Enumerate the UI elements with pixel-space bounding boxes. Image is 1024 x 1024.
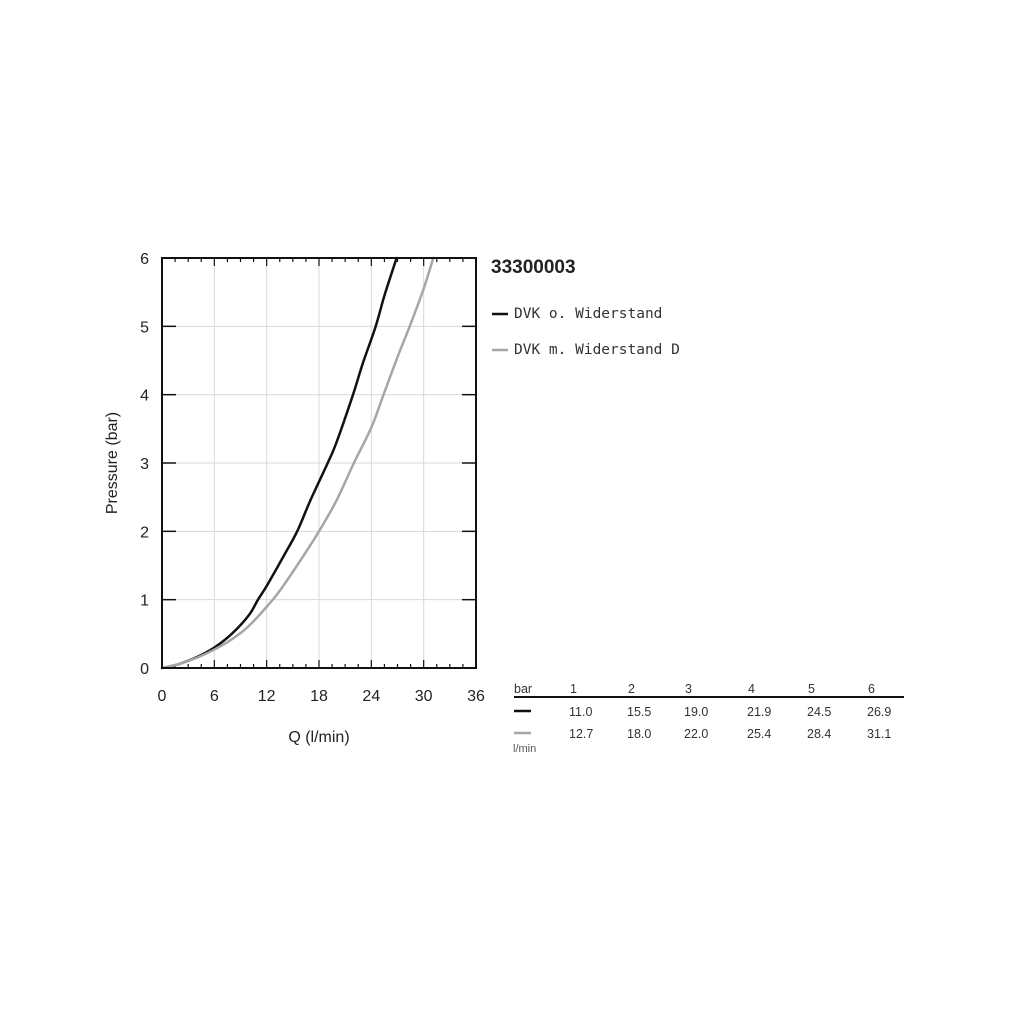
table-unit-label: l/min — [513, 743, 536, 755]
x-tick-label: 36 — [467, 688, 485, 705]
legend-label-gray: DVK m. Widerstand D — [514, 342, 680, 358]
y-tick-label: 3 — [140, 456, 149, 473]
y-axis-label: Pressure (bar) — [104, 412, 121, 514]
legend: DVK o. Widerstand DVK m. Widerstand D — [492, 306, 680, 358]
table-header-cell: 6 — [868, 682, 875, 696]
table-cell: 15.5 — [627, 705, 651, 719]
table-cell: 19.0 — [684, 705, 708, 719]
x-tick-label: 0 — [158, 688, 167, 705]
x-tick-label: 12 — [258, 688, 276, 705]
product-code: 33300003 — [491, 257, 576, 278]
legend-item-black: DVK o. Widerstand — [492, 306, 662, 322]
table-body: 11.0 15.5 19.0 21.9 24.5 26.9 12.7 18.0 22.0 25.4… — [569, 705, 891, 741]
table-cell: 25.4 — [747, 727, 771, 741]
table-header-cell: 4 — [748, 682, 755, 696]
table-header-cell: 2 — [628, 682, 635, 696]
table-cell: 18.0 — [627, 727, 651, 741]
table-cell: 24.5 — [807, 705, 831, 719]
table-header-bar: bar — [514, 682, 532, 696]
table-cell: 12.7 — [569, 727, 593, 741]
y-tick-labels: 0 1 2 3 4 5 6 — [140, 251, 149, 678]
x-tick-label: 24 — [362, 688, 380, 705]
legend-item-gray: DVK m. Widerstand D — [492, 342, 680, 358]
x-tick-label: 6 — [210, 688, 219, 705]
table-cell: 11.0 — [569, 705, 592, 719]
grid — [162, 258, 476, 668]
table-cell: 21.9 — [747, 705, 771, 719]
x-tick-label: 18 — [310, 688, 328, 705]
series-lines — [160, 256, 435, 670]
table-cell: 26.9 — [867, 705, 891, 719]
y-tick-label: 1 — [140, 593, 149, 610]
y-tick-label: 2 — [140, 524, 149, 541]
x-axis-label: Q (l/min) — [288, 729, 349, 746]
x-tick-labels: 0 6 12 18 24 30 36 — [158, 688, 485, 705]
y-tick-label: 0 — [140, 661, 149, 678]
table-cell: 31.1 — [867, 727, 891, 741]
table-header-cell: 1 — [570, 682, 577, 696]
values-table: bar 1 2 3 4 5 6 l/min 11.0 15.5 19.0 21.9 24.5 26.… — [513, 682, 904, 755]
y-tick-label: 6 — [140, 251, 149, 268]
table-header-cell: 3 — [685, 682, 692, 696]
table-header-row: 1 2 3 4 5 6 — [570, 682, 875, 696]
series-line-black — [160, 256, 398, 670]
series-line-gray — [160, 256, 435, 670]
y-tick-label: 4 — [140, 388, 149, 405]
legend-label-black: DVK o. Widerstand — [514, 306, 662, 322]
x-tick-label: 30 — [415, 688, 433, 705]
table-cell: 28.4 — [807, 727, 831, 741]
plot-frame — [161, 257, 477, 669]
table-cell: 22.0 — [684, 727, 708, 741]
y-tick-label: 5 — [140, 319, 149, 336]
table-header-cell: 5 — [808, 682, 815, 696]
